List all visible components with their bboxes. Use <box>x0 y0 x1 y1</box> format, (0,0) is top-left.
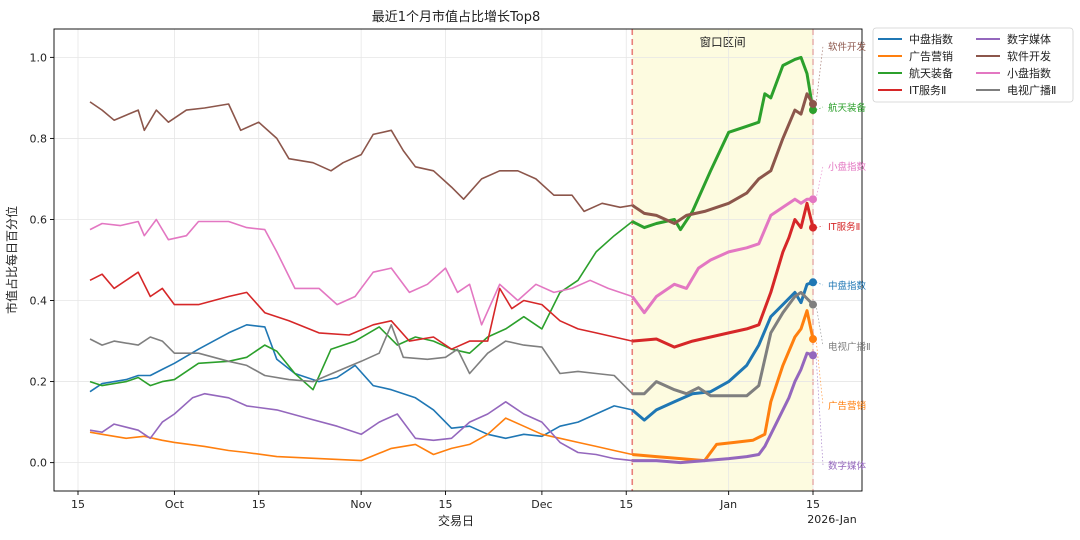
chart-title: 最近1个月市值占比增长Top8 <box>372 9 540 25</box>
series-end-marker <box>809 278 817 287</box>
series-line-pre <box>89 323 633 440</box>
annotation-leader <box>815 165 824 200</box>
x-tick-label: Oct <box>165 498 185 511</box>
legend-label: IT服务Ⅱ <box>909 84 946 97</box>
series-line-pre <box>89 271 633 351</box>
annotation-leader <box>815 304 824 347</box>
series-7 <box>89 195 817 326</box>
series-end-marker <box>809 195 817 204</box>
series-end-marker <box>809 335 817 344</box>
x-axis-label: 交易日 <box>438 513 474 528</box>
legend-box <box>872 27 1074 103</box>
y-tick-label: 0.4 <box>30 295 48 308</box>
legend-label: 软件开发 <box>1007 49 1051 63</box>
axes: 0.0 0.2 0.4 0.6 0.8 1.0 15 Oct 15 Nov 15 Dec 15 Jan 15 <box>30 28 863 511</box>
legend-label: 数字媒体 <box>1007 32 1051 46</box>
x-tick-label: Jan <box>719 498 737 511</box>
legend-label: 广告营销 <box>909 49 953 63</box>
series-line-pre <box>89 392 633 462</box>
x-tick-label: Dec <box>531 498 552 511</box>
window-region: 窗口区间 <box>631 29 814 491</box>
series-line-pre <box>89 218 633 326</box>
annotation-label: 数字媒体 <box>828 460 867 472</box>
x-tick-label: 15 <box>439 498 453 511</box>
annotation-label: 软件开发 <box>828 41 867 53</box>
series-1 <box>89 278 817 440</box>
series-end-marker <box>809 300 817 309</box>
y-tick-label: 0.6 <box>30 213 48 226</box>
x-tick-label: 15 <box>806 498 820 511</box>
legend-label: 小盘指数 <box>1007 66 1051 80</box>
series-line-pre <box>89 417 633 462</box>
series-4 <box>89 201 817 351</box>
annotation-leader <box>815 45 824 105</box>
x-axis-offset-label: 2026-Jan <box>807 513 857 526</box>
annotation-leader <box>815 281 824 286</box>
y-tick-label: 0.2 <box>30 376 48 389</box>
legend-label: 电视广播Ⅱ <box>1007 83 1056 97</box>
annotation-leader <box>815 355 824 466</box>
x-tick-label: 15 <box>619 498 633 511</box>
annotation-label: 小盘指数 <box>828 161 867 173</box>
legend-label: 中盘指数 <box>909 32 953 46</box>
annotation-label: 广告营销 <box>828 400 867 412</box>
annotation-label: 中盘指数 <box>828 280 867 292</box>
y-tick-label: 1.0 <box>30 51 48 64</box>
series-line-window <box>632 309 815 463</box>
y-tick-label: 0.8 <box>30 132 48 145</box>
series-line-window <box>631 197 813 315</box>
x-tick-label: Nov <box>350 498 372 511</box>
annotation-leader <box>815 106 824 111</box>
legend-label: 航天装备 <box>909 66 953 80</box>
series-5 <box>89 351 817 465</box>
series-end-marker <box>809 106 817 115</box>
series-line-window <box>632 201 815 349</box>
series-line-window <box>631 280 814 422</box>
series-end-marker <box>809 351 817 360</box>
series-lines <box>89 55 817 465</box>
grid <box>54 29 862 491</box>
plot-frame <box>53 28 863 492</box>
series-line-window <box>632 351 814 465</box>
x-tick-label: 15 <box>252 498 266 511</box>
series-line-pre <box>89 220 633 391</box>
series-8 <box>89 290 817 398</box>
window-fill <box>632 29 813 491</box>
window-label: 窗口区间 <box>700 35 746 49</box>
annotation-label: 电视广播Ⅱ <box>828 341 871 353</box>
annotation-leader <box>815 225 824 228</box>
y-tick-label: 0.0 <box>30 457 48 470</box>
series-line-pre <box>89 323 633 395</box>
series-2 <box>89 309 817 463</box>
series-line-window <box>632 290 815 398</box>
annotation-label: 航天装备 <box>828 102 867 114</box>
series-line-pre <box>89 101 633 213</box>
series-end-marker <box>809 99 817 108</box>
series-6 <box>89 92 817 225</box>
series-end-marker <box>809 223 817 232</box>
x-tick-label: 15 <box>71 498 85 511</box>
annotation-leader <box>815 338 824 406</box>
series-line-window <box>631 92 815 225</box>
annotation-label: IT服务Ⅱ <box>828 221 860 233</box>
y-axis-label: 市值占比每日百分位 <box>4 206 19 314</box>
